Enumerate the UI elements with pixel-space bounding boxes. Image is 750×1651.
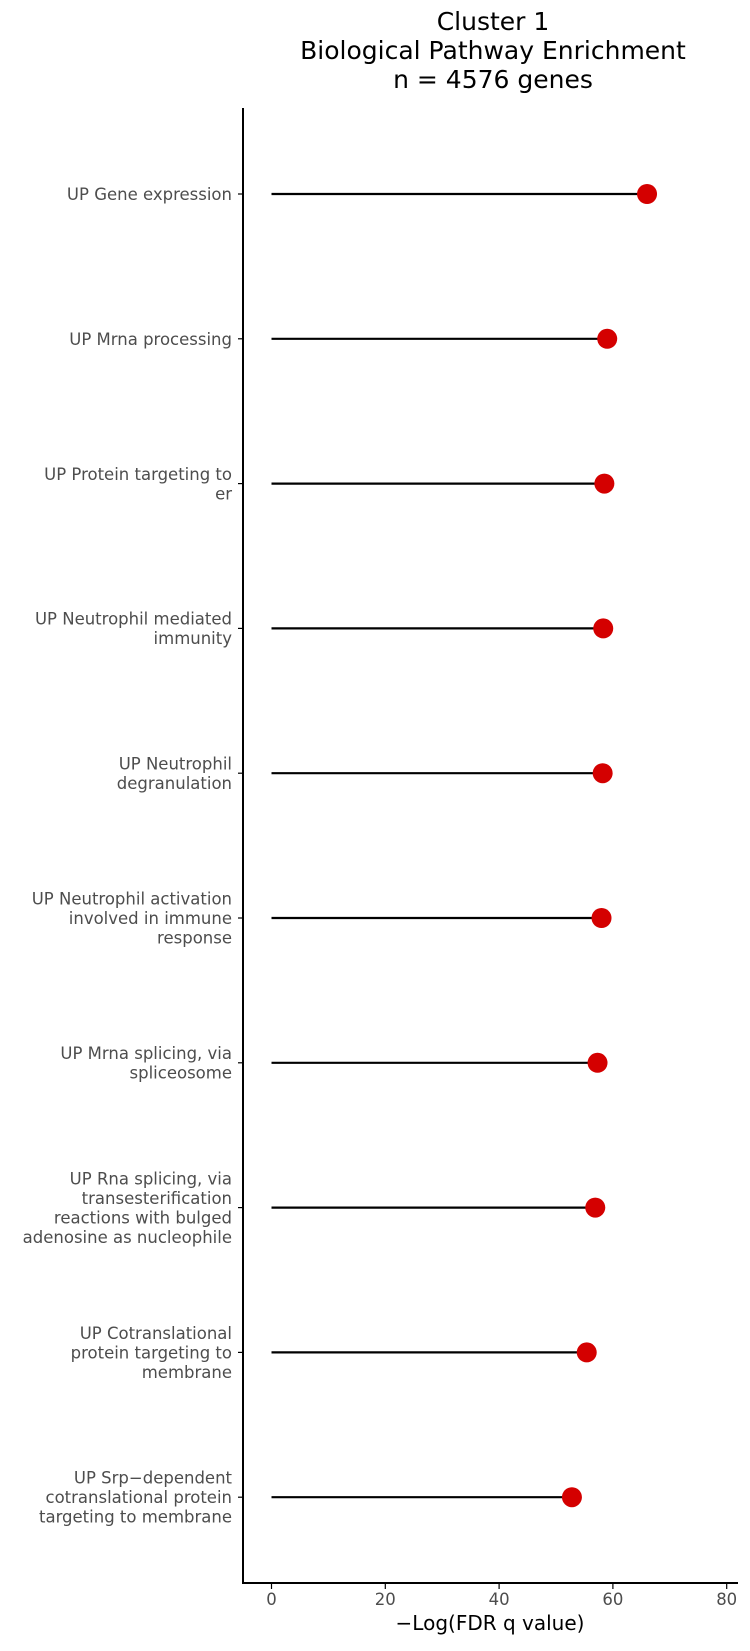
category-label: degranulation: [117, 774, 232, 793]
lollipop-point: [594, 473, 615, 494]
category-label: reactions with bulged: [54, 1208, 232, 1227]
chart-title-line: Cluster 1: [437, 7, 550, 36]
lollipop-point: [587, 1052, 608, 1073]
category-label: UP Rna splicing, via: [70, 1169, 232, 1188]
category-label: UP Cotranslational: [80, 1324, 232, 1343]
category-label: UP Neutrophil activation: [32, 890, 232, 909]
lollipop-point: [593, 618, 614, 639]
lollipop-point: [592, 763, 613, 784]
category-label: UP Protein targeting to: [44, 465, 232, 484]
lollipop-point: [561, 1487, 582, 1508]
category-label: targeting to membrane: [39, 1508, 232, 1527]
category-label: UP Neutrophil: [119, 754, 232, 773]
category-label: UP Mrna processing: [69, 330, 232, 349]
category-label: UP Srp−dependent: [74, 1469, 233, 1488]
lollipop-point: [637, 184, 658, 204]
category-label: adenosine as nucleophile: [23, 1228, 232, 1247]
category-label: UP Neutrophil mediated: [35, 610, 232, 629]
x-axis-ticks: 0 20 40 60 80: [266, 1583, 737, 1609]
points-layer: [561, 184, 658, 1508]
axes-layer: [242, 108, 738, 1584]
category-label: response: [157, 929, 232, 948]
lollipop-point: [585, 1197, 606, 1218]
category-label: cotranslational protein: [46, 1488, 232, 1507]
category-label: spliceosome: [130, 1064, 232, 1083]
x-tick-label: 40: [489, 1590, 510, 1609]
stems-layer: [271, 192, 648, 1499]
category-label: er: [215, 484, 232, 503]
chart-title-line: n = 4576 genes: [393, 65, 593, 94]
category-label: UP Mrna splicing, via: [60, 1044, 232, 1063]
lollipop-point: [576, 1342, 597, 1363]
category-label: immunity: [154, 629, 233, 648]
x-tick-label: 60: [602, 1590, 623, 1609]
category-label: involved in immune: [69, 909, 232, 928]
lollipop-point: [597, 328, 618, 349]
chart-title-line: Biological Pathway Enrichment: [300, 36, 686, 65]
category-label: UP Gene expression: [67, 185, 232, 204]
x-tick-label: 0: [266, 1590, 277, 1609]
category-label: protein targeting to: [71, 1343, 232, 1362]
x-tick-label: 80: [716, 1590, 737, 1609]
lollipop-point: [591, 908, 612, 928]
x-tick-label: 20: [375, 1590, 396, 1609]
category-labels: UP Gene expression UP Mrna processing UP P…: [23, 185, 243, 1527]
x-axis-title: −Log(FDR q value): [396, 1611, 585, 1635]
category-label: transesterification: [82, 1189, 232, 1208]
category-label: membrane: [142, 1363, 232, 1382]
